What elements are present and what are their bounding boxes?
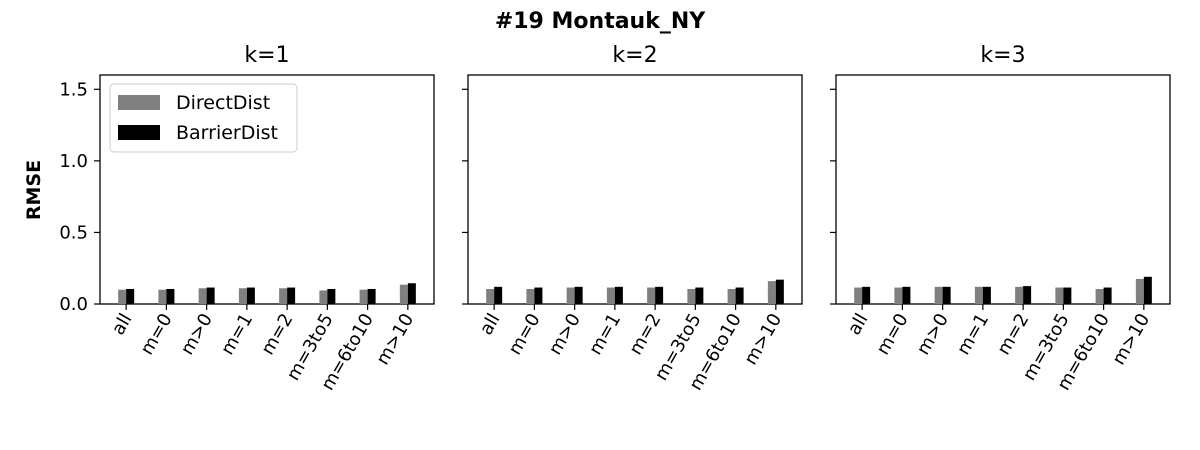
- bar-barrierdist: [494, 286, 503, 304]
- bar-directdist: [606, 287, 615, 304]
- legend-swatch: [118, 95, 160, 110]
- bar-directdist: [486, 288, 495, 304]
- bar-barrierdist: [1103, 287, 1112, 304]
- legend-label: BarrierDist: [176, 122, 278, 144]
- panel-title: k=2: [612, 43, 657, 68]
- y-tick-label: 0.0: [59, 294, 88, 315]
- bar-barrierdist: [206, 287, 215, 304]
- bar-barrierdist: [862, 286, 871, 304]
- bar-barrierdist: [735, 287, 744, 304]
- bar-barrierdist: [775, 279, 784, 304]
- x-tick-label: m=2: [625, 310, 665, 359]
- bar-directdist: [359, 289, 368, 304]
- bar-barrierdist: [367, 288, 376, 304]
- bar-barrierdist: [1143, 276, 1152, 304]
- bar-directdist: [974, 286, 983, 304]
- legend-swatch: [118, 125, 160, 140]
- x-tick-label: all: [476, 310, 505, 339]
- x-tick-label: m>10: [372, 310, 418, 369]
- bar-directdist: [319, 290, 328, 304]
- x-tick-label: all: [844, 310, 873, 339]
- bar-directdist: [526, 288, 535, 304]
- axes-frame: [467, 74, 803, 305]
- bar-barrierdist: [126, 288, 135, 304]
- bar-directdist: [566, 287, 575, 304]
- panel-title: k=1: [244, 43, 289, 68]
- bar-directdist: [1015, 286, 1024, 304]
- figure-title: #19 Montauk_NY: [495, 9, 706, 34]
- x-tick-label: all: [108, 310, 137, 339]
- x-tick-label: m=0: [505, 310, 545, 359]
- bar-barrierdist: [534, 287, 543, 304]
- bar-barrierdist: [942, 286, 951, 304]
- bar-barrierdist: [327, 288, 336, 304]
- bar-directdist: [238, 288, 247, 304]
- bar-barrierdist: [655, 286, 664, 304]
- axes-frame: [99, 74, 435, 305]
- bar-barrierdist: [574, 286, 583, 304]
- bar-barrierdist: [246, 287, 255, 304]
- bar-barrierdist: [166, 288, 175, 304]
- panel-title: k=3: [980, 43, 1025, 68]
- bar-barrierdist: [407, 283, 416, 304]
- bar-directdist: [279, 288, 288, 304]
- bar-directdist: [727, 288, 736, 304]
- x-tick-label: m=2: [993, 310, 1033, 359]
- bar-barrierdist: [982, 286, 991, 304]
- bar-barrierdist: [695, 287, 704, 304]
- x-tick-label: m>0: [177, 310, 217, 359]
- bar-barrierdist: [614, 286, 623, 304]
- bar-directdist: [399, 284, 408, 304]
- y-axis-label: RMSE: [23, 160, 45, 220]
- x-tick-label: m=0: [873, 310, 913, 359]
- y-tick-label: 1.5: [59, 79, 88, 100]
- bar-directdist: [1135, 278, 1144, 304]
- bar-directdist: [934, 286, 943, 304]
- bar-directdist: [198, 288, 207, 304]
- bar-directdist: [767, 281, 776, 304]
- legend: DirectDist BarrierDist: [109, 83, 298, 153]
- bar-barrierdist: [1023, 286, 1032, 304]
- x-tick-label: m=1: [953, 310, 993, 359]
- x-tick-label: m=1: [217, 310, 257, 359]
- bar-directdist: [1095, 288, 1104, 304]
- x-tick-label: m>0: [545, 310, 585, 359]
- x-tick-label: m=2: [257, 310, 297, 359]
- x-tick-label: m=0: [137, 310, 177, 359]
- x-tick-label: m>10: [740, 310, 786, 369]
- bar-barrierdist: [1063, 287, 1072, 304]
- bar-barrierdist: [902, 286, 911, 304]
- bar-directdist: [118, 289, 127, 304]
- bar-directdist: [894, 287, 903, 304]
- bar-barrierdist: [287, 287, 296, 304]
- x-tick-label: m>0: [913, 310, 953, 359]
- axes-frame: [835, 74, 1171, 305]
- legend-label: DirectDist: [176, 92, 270, 114]
- bar-directdist: [1055, 287, 1064, 304]
- bar-directdist: [647, 287, 656, 304]
- y-tick-label: 1.0: [59, 151, 88, 172]
- bar-directdist: [158, 289, 167, 304]
- bar-directdist: [687, 288, 696, 304]
- bar-directdist: [854, 287, 863, 304]
- x-tick-label: m=1: [585, 310, 625, 359]
- y-tick-label: 0.5: [59, 222, 88, 243]
- x-tick-label: m>10: [1108, 310, 1154, 369]
